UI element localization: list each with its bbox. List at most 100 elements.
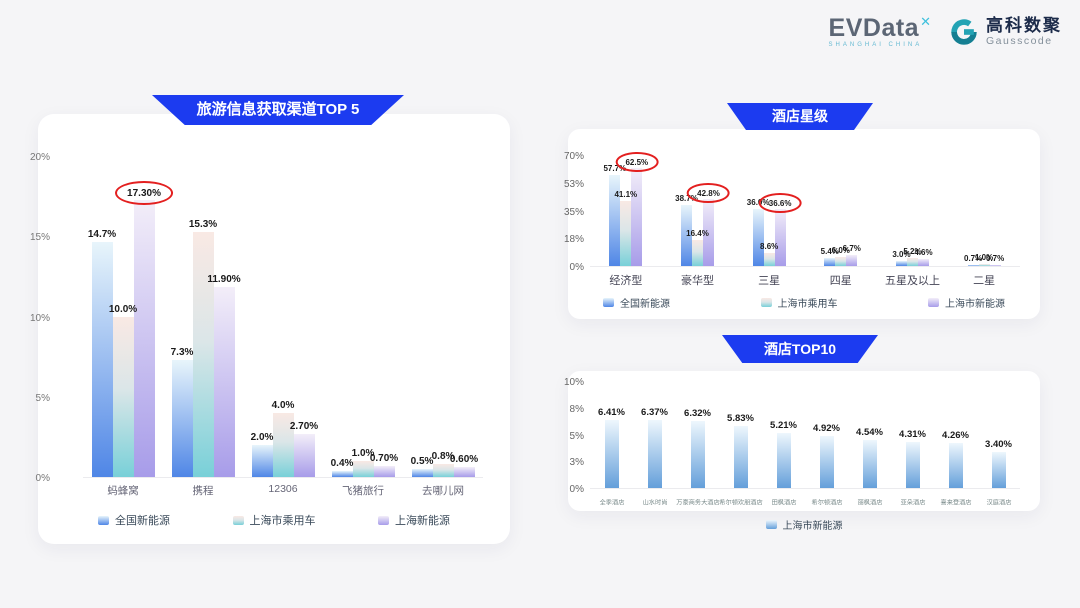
bar-group: 5.21% 田枫酒店 <box>770 383 797 506</box>
bar: 1.0% <box>975 253 993 266</box>
y-axis-tick: 0% <box>569 262 584 273</box>
legend-item-shanghai-passenger: 上海市乘用车 <box>760 295 838 310</box>
bar-group: 6.32% 万豪商务大酒店 <box>676 383 719 506</box>
bar-group: 3.40% 汉庭酒店 <box>985 383 1012 506</box>
bar: 62.5% <box>615 151 659 266</box>
legend-hotel-star: 全国新能源 上海市乘用车 上海市新能源 <box>603 295 1005 310</box>
bar: 15.3% <box>189 219 217 477</box>
bar-group: 5.4% 6.0% 6.7% 四星 <box>821 157 861 287</box>
bar: 38.7% <box>675 194 698 266</box>
bar: 6.41% <box>598 407 625 488</box>
category-label: 全季酒店 <box>599 499 624 507</box>
bar-group: 4.26% 喜来登酒店 <box>940 383 971 506</box>
bar-group: 57.7% 41.1% 62.5% 经济型 <box>603 151 659 287</box>
y-axis-tick: 70% <box>563 151 584 162</box>
value-label: 1.0% <box>351 448 375 459</box>
plot-area: 57.7% 41.1% 62.5% 经济型 38.7% 16.4% 42.8% 豪华型 36.0… <box>590 151 1020 287</box>
bar-group: 6.37% 山水时尚 <box>641 383 668 506</box>
bar: 2.70% <box>290 421 318 477</box>
evdata-logo: EVData ✕ SHANGHAI CHINA <box>828 14 931 48</box>
bar-group: 6.41% 全季酒店 <box>598 383 625 506</box>
brand-name-en: Gausscode <box>986 35 1053 47</box>
value-label: 0.7% <box>963 253 983 263</box>
value-label: 6.0% <box>831 245 850 255</box>
card-hotel-top10: 10% 8% 5% 3% 0% 6.41% 全季酒店 6.37% 山水时尚 6.32% 万豪商务大… <box>564 371 1040 511</box>
category-label: 喜来登酒店 <box>940 499 971 507</box>
brand-name-cn: 高科数聚 <box>986 16 1062 35</box>
chart-title-hotel-star: 酒店星级 <box>727 103 873 130</box>
evdata-x-icon: ✕ <box>920 14 931 29</box>
plot-area: 14.7% 10.0% 17.30% 蚂蜂窝 7.3% 15.3% 11.90% 携程 2.0%… <box>83 158 483 497</box>
bar: 4.0% <box>272 400 294 477</box>
bar-group: 0.4% 1.0% 0.70% 飞猪旅行 <box>331 158 399 497</box>
bar: 6.37% <box>641 407 668 488</box>
value-label: 2.0% <box>250 432 274 443</box>
value-label: 6.7% <box>842 244 861 254</box>
value-label: 0.70% <box>369 452 399 464</box>
value-label: 38.7% <box>675 194 698 204</box>
bar: 8.6% <box>760 242 778 266</box>
value-label: 4.6% <box>914 247 933 257</box>
value-label: 4.31% <box>899 429 926 441</box>
category-label: 希尔顿酒店 <box>811 499 842 507</box>
bar: 0.7% <box>986 254 1004 266</box>
bar: 3.40% <box>985 439 1012 488</box>
category-label: 汉庭酒店 <box>986 499 1011 507</box>
legend-label: 上海市新能源 <box>945 299 1005 310</box>
y-axis-tick: 10% <box>563 377 584 388</box>
value-label-circled: 36.6% <box>758 192 802 213</box>
category-label: 四星 <box>829 275 852 287</box>
value-label: 5.21% <box>770 419 797 431</box>
category-label: 经济型 <box>609 275 643 287</box>
value-label: 3.40% <box>985 438 1012 450</box>
bar-group: 14.7% 10.0% 17.30% 蚂蜂窝 <box>88 158 173 497</box>
bar: 4.6% <box>914 248 933 266</box>
y-axis-tick: 20% <box>29 152 50 163</box>
category-label: 万豪商务大酒店 <box>675 499 720 507</box>
bar: 5.4% <box>821 247 839 266</box>
bar: 6.7% <box>843 244 861 266</box>
bar: 0.60% <box>450 454 478 477</box>
bar: 5.83% <box>727 413 754 488</box>
category-label: 豪华型 <box>680 275 714 287</box>
bar: 41.1% <box>614 190 637 266</box>
value-label-circled: 42.8% <box>687 182 730 203</box>
legend-item-shanghai-nev: 上海市新能源 <box>928 295 1005 310</box>
bar: 4.54% <box>856 427 883 488</box>
bar: 42.8% <box>687 182 730 266</box>
legend-label: 上海市新能源 <box>782 521 843 532</box>
category-label: 亚朵酒店 <box>900 499 925 507</box>
bar: 0.7% <box>964 254 982 266</box>
y-axis-tick: 18% <box>563 234 584 246</box>
category-label: 丽枫酒店 <box>857 499 882 507</box>
value-label: 57.7% <box>603 164 627 174</box>
bar: 1.0% <box>352 448 374 477</box>
bar: 7.3% <box>171 347 193 477</box>
y-axis: 70% 53% 35% 18% 0% <box>542 151 584 273</box>
evdata-tagline: SHANGHAI CHINA <box>828 42 923 48</box>
category-label: 12306 <box>268 483 298 495</box>
value-label: 14.7% <box>87 228 117 240</box>
bar-group: 2.0% 4.0% 2.70% 12306 <box>250 158 319 495</box>
value-label: 15.3% <box>188 219 218 231</box>
value-label-circled: 17.30% <box>115 181 173 206</box>
y-axis-tick: 0% <box>35 473 50 484</box>
value-label: 6.37% <box>641 407 668 419</box>
category-label: 三星 <box>758 275 781 287</box>
category-label: 蚂蜂窝 <box>107 485 139 497</box>
value-label: 36.0% <box>746 198 770 208</box>
card-travel-channels: 20% 15% 10% 5% 0% 14.7% 10.0% 17.30% 蚂蜂窝 7.3% 15.… <box>30 114 510 544</box>
gausscode-g-icon <box>951 19 977 45</box>
value-label: 4.92% <box>813 422 840 434</box>
y-axis-tick: 15% <box>29 232 50 244</box>
bar: 5.2% <box>903 247 922 266</box>
legend-label: 全国新能源 <box>620 299 670 310</box>
bar: 0.70% <box>370 453 398 477</box>
bar: 4.26% <box>942 430 969 488</box>
value-label: 6.41% <box>598 407 625 419</box>
legend-swatch-blue <box>765 520 777 529</box>
value-label: 41.1% <box>614 190 638 200</box>
category-label: 去哪儿网 <box>422 485 464 497</box>
category-label: 希尔顿欢朋酒店 <box>718 499 763 507</box>
bar: 0.5% <box>411 456 433 477</box>
